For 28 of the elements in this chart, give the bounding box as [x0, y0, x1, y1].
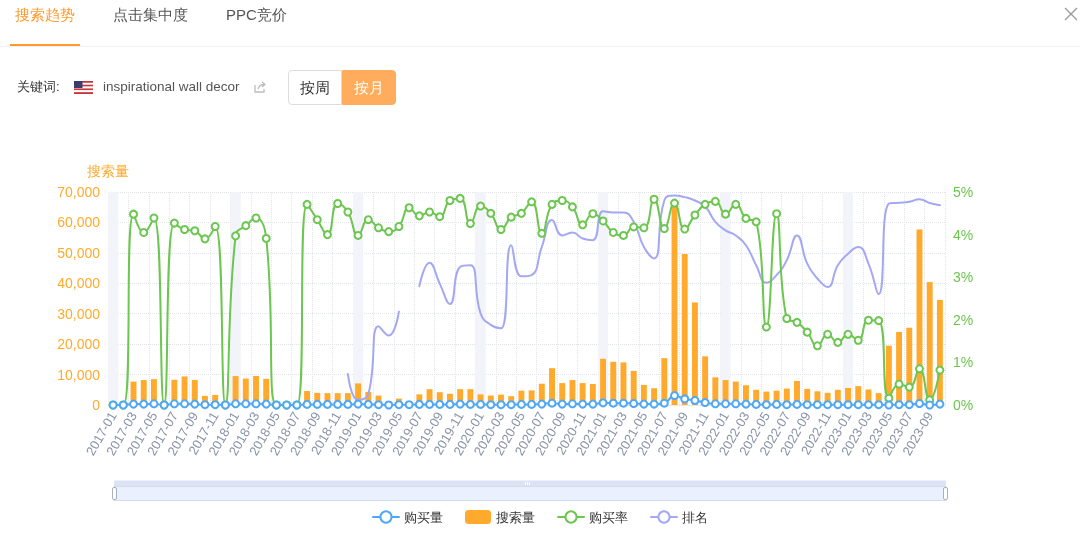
- y-tick-label: 50,000: [57, 244, 101, 261]
- toggle-button: 按月: [342, 70, 396, 105]
- y2-tick-label: 2%: [953, 311, 974, 328]
- y2-tick-label: 1%: [953, 354, 974, 371]
- bar: [691, 302, 698, 405]
- y-tick-label: 60,000: [57, 214, 101, 231]
- y-tick-label: 0: [92, 397, 101, 413]
- legend-label: 搜索量: [496, 509, 535, 525]
- text: 搜索趋势: [15, 6, 75, 23]
- y-tick-label: 10,000: [57, 366, 101, 383]
- y2-tick-label: 4%: [953, 226, 974, 243]
- y-tick-label: 30,000: [57, 305, 101, 322]
- text: inspirational wall decor: [103, 78, 240, 96]
- y-tick-label: 20,000: [57, 336, 101, 353]
- toggle-button: 按周: [288, 70, 342, 105]
- y-tick-label: 70,000: [57, 184, 101, 200]
- legend-label: 排名: [682, 509, 708, 525]
- y2-tick-label: 3%: [953, 269, 974, 286]
- text: 点击集中度: [113, 6, 188, 23]
- text: PPC竞价: [226, 6, 287, 23]
- y2-tick-label: 0%: [953, 397, 974, 413]
- bar: [681, 254, 688, 405]
- y2-tick-label: 5%: [953, 184, 974, 200]
- y-tick-label: 40,000: [57, 275, 101, 292]
- legend-label: 购买率: [589, 509, 628, 525]
- y-axis-title: 搜索量: [87, 163, 129, 179]
- text: 关键词:: [17, 78, 60, 96]
- legend-label: 购买量: [404, 509, 443, 525]
